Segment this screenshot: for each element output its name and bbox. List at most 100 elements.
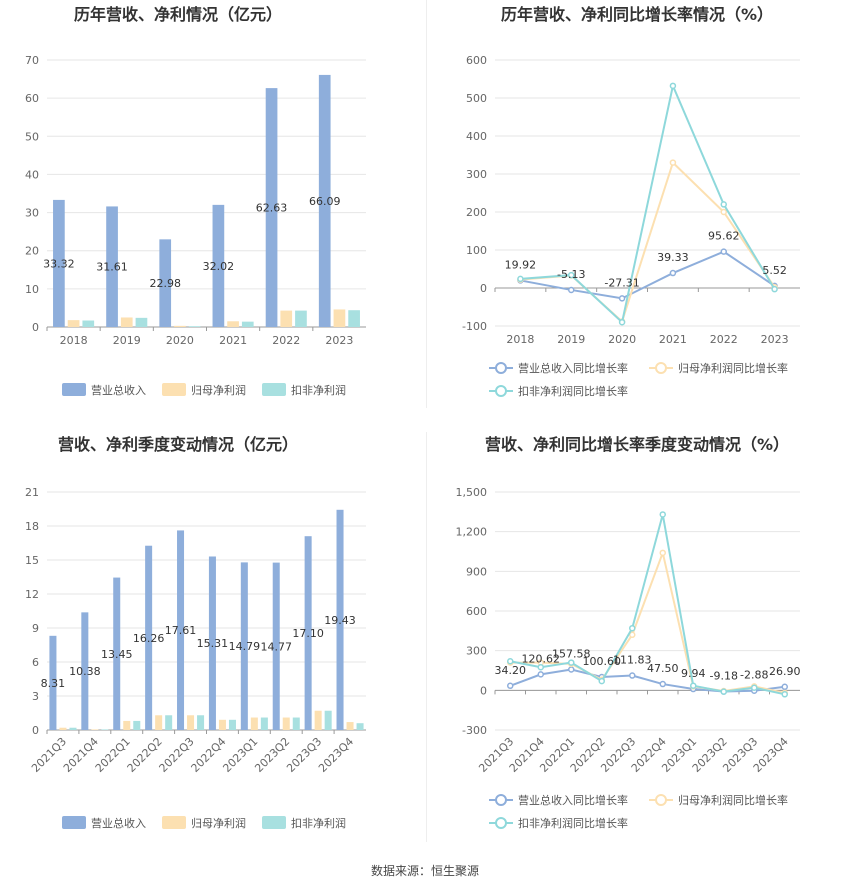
x-tick-label: 2018 bbox=[506, 333, 534, 346]
chart-title: 营收、净利同比增长率季度变动情况（%） bbox=[485, 435, 789, 454]
data-point bbox=[507, 682, 514, 690]
data-label: 15.31 bbox=[197, 637, 229, 650]
legend-swatch bbox=[62, 383, 86, 396]
data-point bbox=[568, 659, 575, 666]
bar-net-profit bbox=[227, 321, 239, 327]
x-tick-label: 2022 bbox=[272, 334, 300, 347]
bar-deducted-profit bbox=[348, 310, 360, 327]
data-label: 95.62 bbox=[708, 230, 740, 243]
quarterly-line-chart-svg: 营收、净利同比增长率季度变动情况（%） -300 0 300 600 900 1,200 1,… bbox=[456, 435, 801, 830]
y-tick-label: 0 bbox=[480, 282, 487, 295]
legend-label: 营业总收入同比增长率 bbox=[518, 361, 628, 375]
x-tick-label: 2020 bbox=[608, 333, 636, 346]
data-label: -9.18 bbox=[710, 670, 738, 683]
data-label: 14.79 bbox=[229, 640, 261, 653]
data-point bbox=[659, 549, 666, 557]
bar-net-profit bbox=[187, 715, 195, 730]
divider bbox=[426, 0, 427, 408]
bar-revenue bbox=[304, 536, 312, 730]
x-tick-label: 2023Q4 bbox=[316, 735, 356, 775]
y-tick-label: 15 bbox=[25, 554, 39, 567]
x-tick-label: 2021 bbox=[219, 334, 247, 347]
x-tick-label: 2022 bbox=[710, 333, 738, 346]
chart-annual-revenue-profit: 历年营收、净利情况（亿元） 0 10 20 30 40 50 60 70 2018 2019 2020… bbox=[0, 0, 426, 410]
x-tick-label: 2020 bbox=[166, 334, 194, 347]
data-point bbox=[720, 201, 727, 208]
bar-revenue bbox=[272, 562, 280, 730]
legend-label: 扣非净利润 bbox=[291, 816, 346, 830]
legend-label: 营业总收入 bbox=[91, 383, 146, 397]
bar-net-profit bbox=[280, 310, 293, 327]
legend-label: 归母净利润同比增长率 bbox=[678, 361, 788, 375]
data-point bbox=[781, 691, 788, 698]
series-line bbox=[520, 250, 776, 300]
legend-swatch-marker bbox=[495, 385, 507, 397]
x-tick-label: 2018 bbox=[60, 334, 88, 347]
series-line bbox=[509, 668, 785, 693]
legend-label: 归母净利润 bbox=[191, 816, 246, 830]
x-tick-label: 2023 bbox=[761, 333, 789, 346]
bar-deducted-profit bbox=[241, 321, 254, 327]
bar-revenue bbox=[81, 612, 89, 730]
annual-line-chart-svg: 历年营收、净利同比增长率情况（%） -100 0 100 200 300 400 500 600… bbox=[462, 5, 800, 398]
bar-revenue bbox=[106, 206, 118, 327]
data-point bbox=[629, 624, 636, 632]
data-label: 22.98 bbox=[149, 277, 181, 290]
data-label: 14.77 bbox=[260, 640, 292, 653]
y-tick-label: 12 bbox=[25, 588, 39, 601]
y-tick-label: 30 bbox=[25, 207, 39, 220]
bar-revenue bbox=[53, 199, 65, 327]
y-tick-label: 60 bbox=[25, 92, 39, 105]
y-tick-label: 0 bbox=[32, 321, 39, 334]
data-point bbox=[781, 683, 788, 691]
bar-net-profit bbox=[333, 309, 346, 327]
data-label: 19.43 bbox=[324, 614, 356, 627]
bar-deducted-profit bbox=[133, 720, 141, 730]
quarterly-bar-chart-svg: 营收、净利季度变动情况（亿元）0369121518212021Q32021Q42… bbox=[25, 435, 366, 830]
chart-quarterly-growth: 营收、净利同比增长率季度变动情况（%） -300 0 300 600 900 1,200 1,… bbox=[427, 428, 850, 848]
y-tick-label: 600 bbox=[466, 54, 487, 67]
data-label: 62.63 bbox=[256, 202, 288, 215]
bar-revenue bbox=[159, 239, 172, 327]
y-tick-label: -100 bbox=[462, 320, 487, 333]
x-tick-label: 2021 bbox=[659, 333, 687, 346]
data-point bbox=[751, 684, 758, 691]
bar-revenue bbox=[208, 556, 216, 730]
legend-swatch-marker bbox=[655, 794, 667, 806]
bar-deducted-profit bbox=[295, 310, 307, 327]
data-point bbox=[537, 663, 544, 671]
y-tick-label: 300 bbox=[466, 168, 487, 181]
bar-deducted-profit bbox=[69, 727, 77, 730]
bar-net-profit bbox=[218, 719, 226, 730]
data-label: 33.32 bbox=[43, 257, 75, 270]
legend-label: 归母净利润同比增长率 bbox=[678, 793, 788, 807]
data-point bbox=[629, 672, 636, 679]
bar-deducted-profit bbox=[260, 717, 268, 730]
bar-revenue bbox=[318, 74, 331, 328]
legend-label: 扣非净利润 bbox=[291, 383, 346, 397]
data-point bbox=[568, 271, 575, 279]
y-tick-label: -300 bbox=[462, 724, 487, 737]
data-label: 157.58 bbox=[552, 647, 591, 660]
data-label: 66.09 bbox=[309, 195, 341, 208]
data-label: 111.83 bbox=[613, 654, 652, 667]
x-tick-label: 2023 bbox=[325, 334, 353, 347]
chart-title: 营收、净利季度变动情况（亿元） bbox=[58, 435, 298, 454]
data-point bbox=[517, 275, 524, 283]
y-tick-label: 10 bbox=[25, 283, 39, 296]
data-point bbox=[568, 286, 575, 294]
legend-swatch bbox=[62, 816, 86, 829]
bar-deducted-profit bbox=[228, 719, 236, 730]
series-line bbox=[510, 514, 785, 696]
bar-revenue bbox=[265, 88, 278, 327]
bar-revenue bbox=[113, 577, 121, 730]
legend-label: 营业总收入同比增长率 bbox=[518, 793, 628, 807]
y-tick-label: 0 bbox=[32, 724, 39, 737]
y-tick-label: 3 bbox=[32, 690, 39, 703]
data-point bbox=[771, 285, 778, 293]
y-tick-label: 20 bbox=[25, 245, 39, 258]
y-tick-label: 9 bbox=[32, 622, 39, 635]
bar-revenue bbox=[240, 562, 248, 730]
data-point bbox=[659, 511, 666, 518]
annual-bar-chart-svg: 历年营收、净利情况（亿元） 0 10 20 30 40 50 60 70 2018 2019 2020… bbox=[25, 5, 366, 397]
